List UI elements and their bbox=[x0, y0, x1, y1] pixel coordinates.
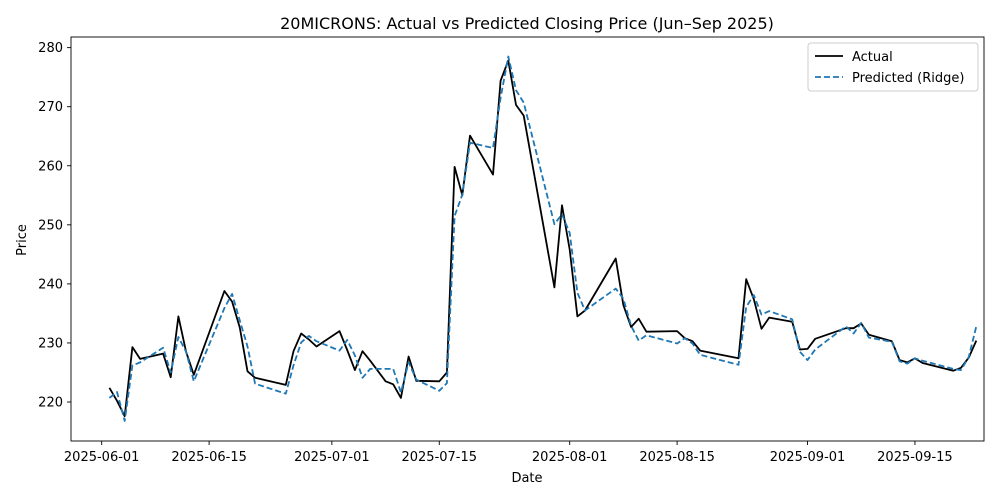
y-tick-label: 260 bbox=[38, 159, 63, 174]
legend-box bbox=[807, 42, 979, 92]
x-tick-label: 2025-09-01 bbox=[770, 450, 846, 465]
plot-frame bbox=[70, 36, 985, 442]
y-tick-label: 220 bbox=[38, 396, 63, 411]
series-line-actual bbox=[108, 59, 978, 418]
x-tick-label: 2025-08-15 bbox=[639, 450, 715, 465]
y-tick-label: 250 bbox=[38, 218, 63, 233]
legend-label-predicted: Predicted (Ridge) bbox=[852, 71, 964, 86]
legend: Actual Predicted (Ridge) bbox=[807, 42, 979, 92]
series-line-predicted bbox=[108, 55, 978, 422]
x-tick-label: 2025-09-15 bbox=[877, 450, 953, 465]
x-tick-label: 2025-08-01 bbox=[532, 450, 608, 465]
series-layer bbox=[108, 55, 978, 422]
x-axis-title: Date bbox=[511, 471, 542, 486]
y-tick-label: 270 bbox=[38, 100, 63, 115]
y-axis: 220 230 240 250 260 270 280 bbox=[38, 41, 71, 411]
x-tick-label: 2025-07-15 bbox=[401, 450, 477, 465]
chart-title: 20MICRONS: Actual vs Predicted Closing P… bbox=[280, 14, 774, 33]
y-tick-label: 230 bbox=[38, 336, 63, 351]
legend-label-actual: Actual bbox=[852, 50, 893, 65]
x-tick-label: 2025-06-15 bbox=[171, 450, 247, 465]
y-tick-label: 280 bbox=[38, 41, 63, 56]
y-tick-label: 240 bbox=[38, 277, 63, 292]
x-tick-label: 2025-06-01 bbox=[64, 450, 140, 465]
x-axis: 2025-06-01 2025-06-15 2025-07-01 2025-07-15… bbox=[64, 441, 953, 465]
x-tick-label: 2025-07-01 bbox=[294, 450, 370, 465]
y-axis-title: Price bbox=[15, 224, 30, 256]
